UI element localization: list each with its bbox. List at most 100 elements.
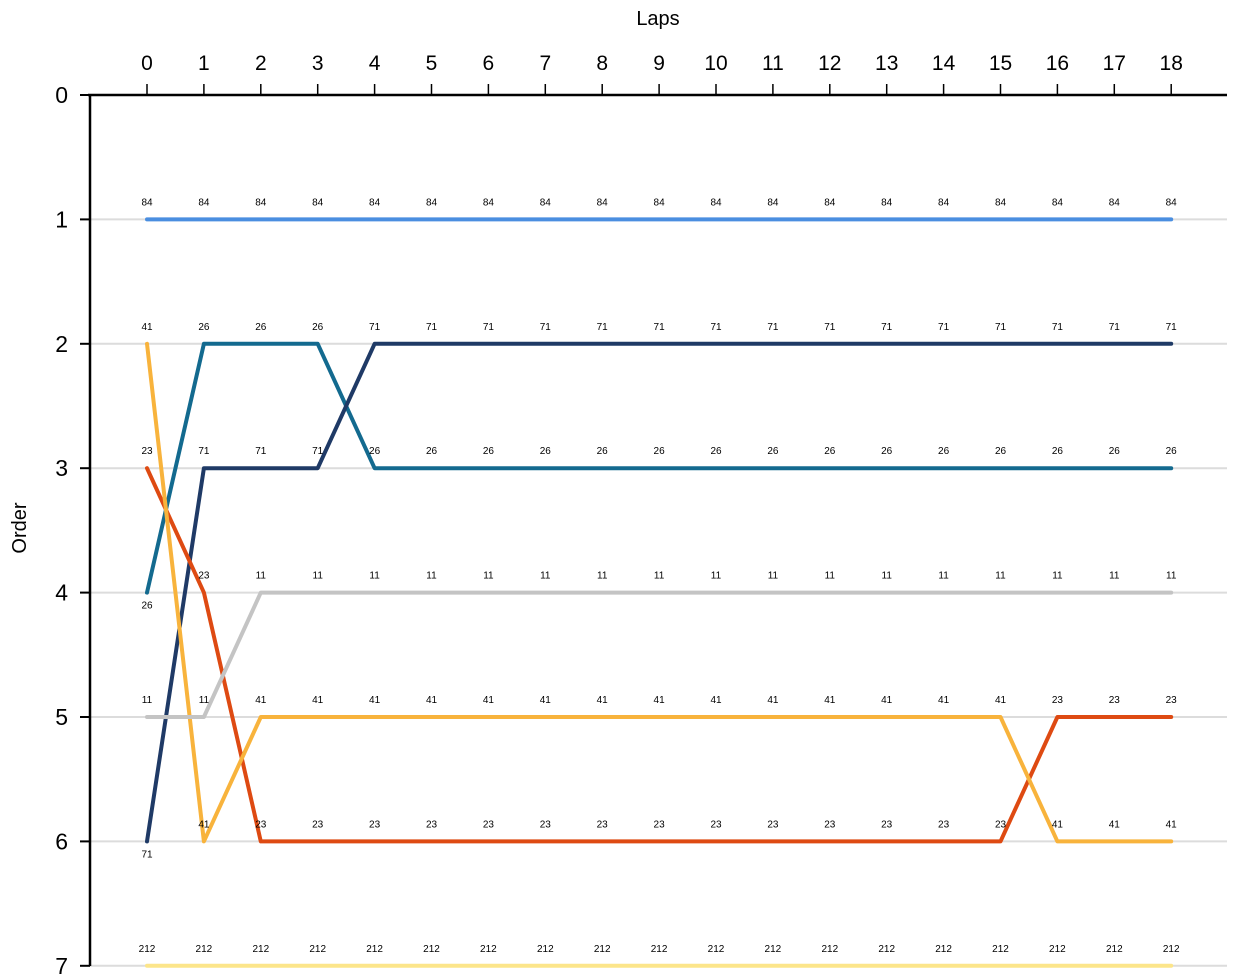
point-label: 26 [1166, 446, 1178, 457]
point-label: 71 [369, 322, 381, 333]
y-tick-label: 0 [55, 82, 68, 108]
point-label: 26 [767, 446, 779, 457]
point-label: 71 [710, 322, 722, 333]
point-label: 84 [597, 197, 609, 208]
point-label: 84 [1109, 197, 1121, 208]
point-label: 23 [483, 819, 495, 830]
point-label: 212 [139, 944, 156, 955]
series-line-11 [145, 590, 1174, 719]
point-label: 84 [710, 197, 722, 208]
point-label: 41 [141, 322, 153, 333]
point-label: 84 [198, 197, 210, 208]
x-tick-label: 6 [483, 52, 495, 75]
x-tick-label: 3 [312, 52, 324, 75]
point-label: 41 [426, 695, 438, 706]
axis-layer [88, 93, 1227, 966]
point-label: 11 [199, 695, 210, 706]
point-label: 212 [878, 944, 895, 955]
point-label: 23 [597, 819, 609, 830]
point-label: 23 [995, 819, 1007, 830]
point-label: 11 [426, 571, 437, 582]
point-label: 71 [312, 446, 324, 457]
point-label: 41 [1052, 819, 1064, 830]
series-line-71 [145, 341, 1174, 844]
point-label: 11 [768, 571, 779, 582]
point-label: 11 [256, 571, 267, 582]
point-label: 84 [767, 197, 779, 208]
point-label: 212 [708, 944, 725, 955]
series-line-23 [145, 466, 1174, 844]
point-label: 23 [141, 446, 153, 457]
x-axis-title: Laps [636, 8, 679, 30]
x-tick-label: 16 [1046, 52, 1069, 75]
point-label: 71 [881, 322, 893, 333]
y-tick-label: 2 [55, 331, 68, 357]
point-label: 84 [141, 197, 153, 208]
point-label: 212 [765, 944, 782, 955]
y-tick-label: 5 [55, 704, 68, 730]
x-tick-label: 9 [653, 52, 665, 75]
point-label: 212 [196, 944, 213, 955]
point-label: 26 [1109, 446, 1121, 457]
point-label-layer: 84 84 84 84 84 84 84 84 84 84 84 84 84 84 84 84 84 84 84 26… [139, 197, 1180, 954]
point-label: 23 [540, 819, 552, 830]
point-label: 11 [882, 571, 893, 582]
y-tick-label: 1 [55, 206, 68, 232]
point-label: 71 [654, 322, 666, 333]
point-label: 212 [992, 944, 1009, 955]
point-label: 11 [825, 571, 836, 582]
point-label: 212 [366, 944, 383, 955]
point-label: 26 [1052, 446, 1064, 457]
point-label: 26 [369, 446, 381, 457]
point-label: 41 [540, 695, 552, 706]
point-label: 71 [1052, 322, 1064, 333]
x-tick-label: 7 [539, 52, 551, 75]
point-label: 84 [654, 197, 666, 208]
point-label: 41 [881, 695, 893, 706]
x-tick-label: 18 [1160, 52, 1183, 75]
point-label: 71 [483, 322, 495, 333]
point-label: 23 [938, 819, 950, 830]
point-label: 71 [1109, 322, 1121, 333]
point-label: 11 [995, 571, 1006, 582]
point-label: 23 [198, 571, 210, 582]
point-label: 26 [198, 322, 210, 333]
x-tick-label: 12 [818, 52, 841, 75]
point-label: 212 [480, 944, 497, 955]
point-label: 84 [426, 197, 438, 208]
point-label: 26 [654, 446, 666, 457]
y-tick-label: 6 [55, 828, 68, 854]
point-label: 84 [824, 197, 836, 208]
point-label: 212 [537, 944, 554, 955]
point-label: 11 [313, 571, 324, 582]
point-label: 212 [309, 944, 326, 955]
point-label: 11 [711, 571, 722, 582]
point-label: 41 [824, 695, 836, 706]
point-label: 11 [142, 695, 153, 706]
point-label: 26 [540, 446, 552, 457]
point-label: 212 [252, 944, 269, 955]
point-label: 26 [995, 446, 1007, 457]
point-label: 41 [654, 695, 666, 706]
y-tick-label: 3 [55, 455, 68, 481]
point-label: 26 [141, 601, 153, 612]
point-label: 41 [255, 695, 267, 706]
point-label: 212 [1163, 944, 1180, 955]
x-tick-label: 10 [704, 52, 727, 75]
x-tick-label: 2 [255, 52, 267, 75]
point-label: 23 [1109, 695, 1121, 706]
point-label: 23 [710, 819, 722, 830]
point-label: 26 [426, 446, 438, 457]
point-label: 84 [1052, 197, 1064, 208]
point-label: 41 [995, 695, 1007, 706]
x-tick-label: 13 [875, 52, 898, 75]
point-label: 71 [1166, 322, 1178, 333]
point-label: 11 [1166, 571, 1177, 582]
series-line-26 [145, 341, 1174, 595]
point-label: 11 [597, 571, 608, 582]
y-axis-title: Order [9, 502, 31, 553]
point-label: 23 [426, 819, 438, 830]
point-label: 23 [255, 819, 267, 830]
